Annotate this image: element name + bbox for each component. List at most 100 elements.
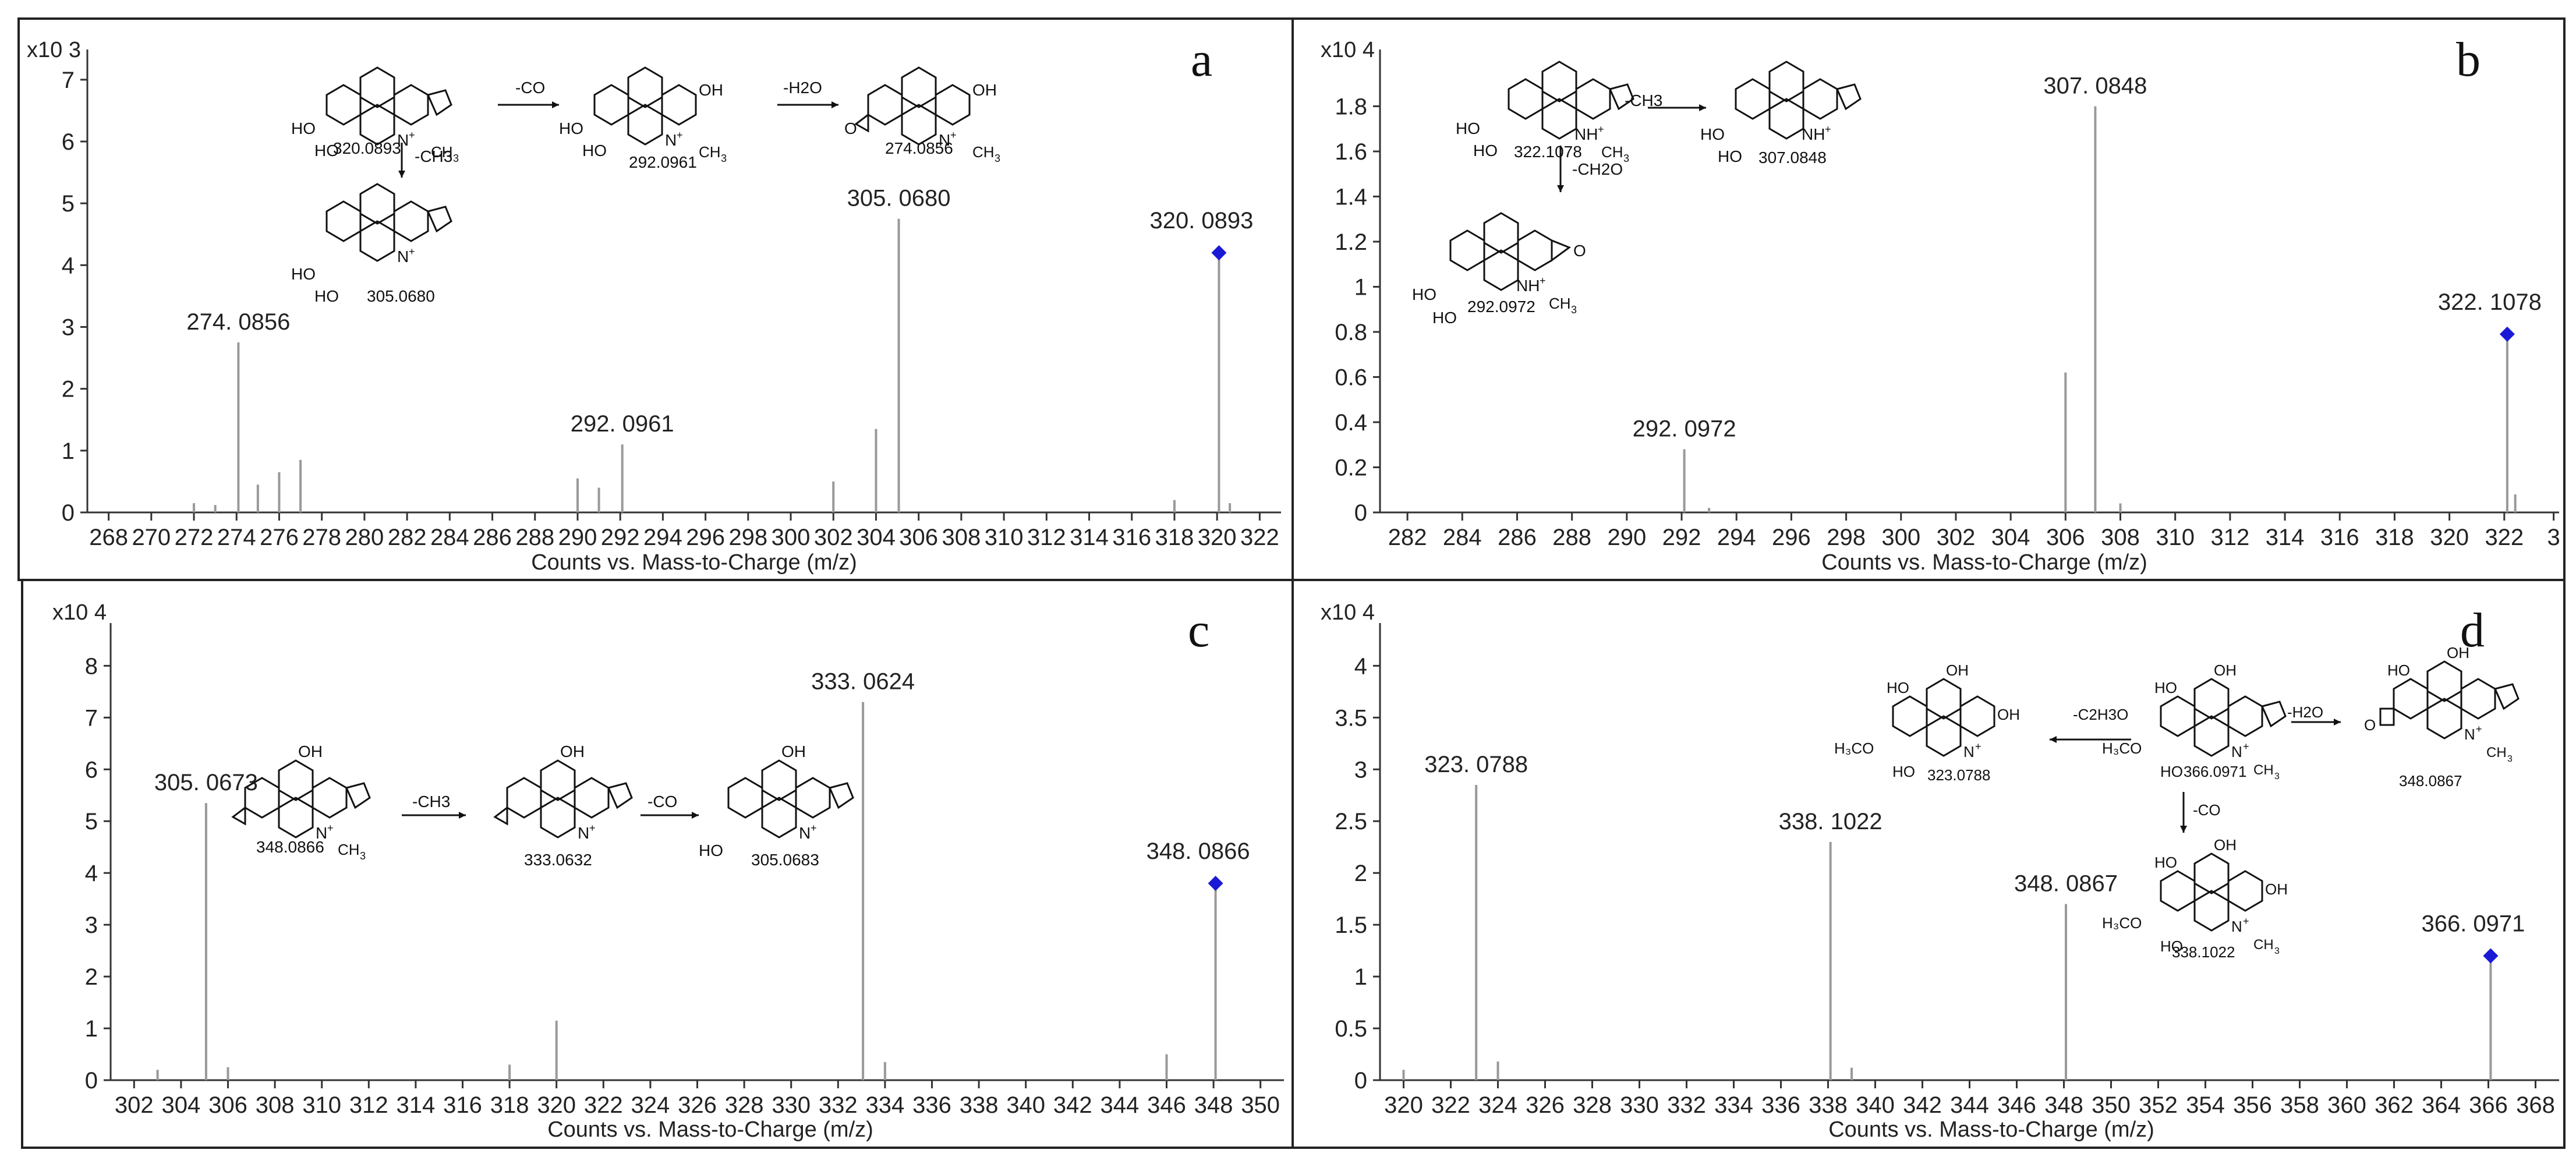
structure-d-323: HO OH OH H₃CO HO N + 323.0788	[1834, 661, 2020, 784]
structure-a-parent: HO HO N + CH 3 320.0893	[291, 66, 459, 164]
structure-a-292: HO HO N + CH 3 OH 292.0961	[559, 66, 727, 171]
x-tick-label-c: 324	[631, 1092, 670, 1118]
x-tick-label-d: 344	[1950, 1092, 1989, 1118]
panel-c-scheme: OH N + CH 3 348.0866 -CH3 OH N + 333.0632 -…	[231, 742, 854, 869]
panel-c-spectrum: 0 1 2 3 4 5 6 7 8 302 304 306 308 310 312 314 316 318 320 3…	[85, 623, 1284, 1118]
y-tick-label-a: 6	[62, 129, 75, 155]
x-tick-label-b: 322	[2485, 525, 2524, 550]
svg-text:+: +	[2243, 915, 2249, 927]
svg-text:+: +	[409, 129, 415, 141]
x-tick-label-d: 330	[1620, 1092, 1659, 1118]
svg-text:N: N	[316, 824, 327, 842]
structure-b-307-label: 307.0848	[1758, 148, 1827, 167]
x-tick-label-c: 328	[725, 1092, 764, 1118]
x-tick-label-c: 342	[1053, 1092, 1092, 1118]
svg-text:HO: HO	[291, 119, 316, 137]
x-tick-label-a: 298	[728, 525, 767, 550]
panel-b-xlabel: Counts vs. Mass-to-Charge (m/z)	[1821, 550, 2147, 575]
x-tick-label-a: 280	[345, 525, 384, 550]
svg-text:HO: HO	[2154, 679, 2177, 696]
y-tick-label-b: 1.6	[1335, 139, 1367, 165]
panel-a-y-multiplier: x10 3	[27, 38, 81, 62]
x-tick-label-a: 278	[302, 525, 341, 550]
panel-c-xlabel: Counts vs. Mass-to-Charge (m/z)	[547, 1117, 873, 1142]
panel-a-xlabel: Counts vs. Mass-to-Charge (m/z)	[531, 550, 857, 575]
svg-text:+: +	[409, 246, 415, 257]
svg-text:3: 3	[2507, 754, 2513, 764]
x-tick-label-d: 352	[2139, 1092, 2178, 1118]
svg-text:OH: OH	[2447, 644, 2469, 661]
x-tick-label-b: 302	[1937, 525, 1976, 550]
x-tick-label-a: 288	[515, 525, 554, 550]
precursor-marker-c	[1208, 875, 1223, 891]
x-tick-label-d: 334	[1714, 1092, 1753, 1118]
x-tick-label-c: 312	[349, 1092, 388, 1118]
precursor-marker-a	[1211, 245, 1227, 261]
y-tick-label-d: 3.5	[1335, 705, 1367, 731]
svg-text:H₃CO: H₃CO	[1834, 740, 1874, 757]
y-tick-label-c: 1	[85, 1016, 98, 1042]
precursor-label-a: 320. 0893	[1149, 208, 1253, 234]
y-tick-label-b: 0.4	[1335, 410, 1367, 436]
svg-text:+: +	[1975, 741, 1981, 752]
x-tick-label-b: 306	[2046, 525, 2085, 550]
svg-text:OH: OH	[298, 742, 323, 760]
y-tick-label-b: 1.8	[1335, 94, 1367, 120]
x-tick-label-d: 364	[2422, 1092, 2461, 1118]
panel-label-c: c	[1188, 603, 1209, 657]
precursor-marker-d	[2483, 948, 2499, 964]
svg-text:+: +	[1598, 123, 1604, 135]
panel-label-d: d	[2460, 603, 2485, 657]
x-tick-label-c: 314	[397, 1092, 436, 1118]
x-tick-label-d: 324	[1478, 1092, 1517, 1118]
x-tick-label-a: 292	[601, 525, 640, 550]
y-tick-label-c: 8	[85, 653, 98, 679]
y-tick-label-c: 0	[85, 1068, 98, 1094]
structure-a-parent-label: 320.0893	[333, 139, 401, 157]
panel-a-spectrum: 0 1 2 3 4 5 6 7 268 270 272 274 276 278 280 282 284 286 28…	[62, 49, 1281, 550]
x-tick-label-c: 322	[584, 1092, 623, 1118]
panel-d-xlabel: Counts vs. Mass-to-Charge (m/z)	[1828, 1117, 2154, 1142]
peak-label-a-11: 305. 0680	[847, 186, 951, 211]
y-tick-label-d: 0.5	[1335, 1016, 1367, 1042]
x-tick-label-c: 348	[1194, 1092, 1233, 1118]
x-tick-label-b: 286	[1498, 525, 1537, 550]
svg-text:OH: OH	[560, 742, 585, 760]
structure-c-parent-label: 348.0866	[256, 838, 324, 856]
svg-text:O: O	[2364, 716, 2376, 734]
svg-text:3: 3	[453, 153, 459, 164]
structure-a-274-label: 274.0856	[885, 139, 953, 157]
panel-d-frame	[1291, 579, 2566, 1149]
x-tick-label-d: 348	[2044, 1092, 2083, 1118]
x-tick-label-b: 294	[1717, 525, 1756, 550]
x-tick-label-d: 326	[1526, 1092, 1565, 1118]
svg-text:N: N	[2231, 918, 2242, 935]
x-tick-label-d: 332	[1667, 1092, 1706, 1118]
svg-text:O: O	[844, 119, 857, 137]
x-tick-label-d: 356	[2233, 1092, 2272, 1118]
svg-text:HO: HO	[1432, 309, 1457, 327]
structure-a-292-label: 292.0961	[629, 153, 697, 171]
x-tick-label-a: 302	[814, 525, 853, 550]
y-tick-label-d: 1	[1354, 964, 1367, 990]
y-tick-label-d: 0	[1354, 1068, 1367, 1094]
x-tick-label-c: 350	[1241, 1092, 1280, 1118]
svg-text:OH: OH	[1946, 661, 1969, 679]
peak-label-b-0: 292. 0972	[1633, 416, 1736, 442]
x-tick-label-c: 330	[772, 1092, 811, 1118]
svg-text:HO: HO	[2160, 763, 2183, 780]
x-tick-label-b: 312	[2211, 525, 2250, 550]
x-tick-label-d: 360	[2327, 1092, 2366, 1118]
structure-c-333-label: 333.0632	[524, 851, 592, 869]
arrow-b-ch2o: -CH2O	[1572, 160, 1623, 178]
svg-text:N: N	[578, 824, 589, 842]
peak-label-b-3: 307. 0848	[2043, 73, 2147, 99]
panel-c-y-multiplier: x10 4	[52, 600, 107, 625]
x-tick-label-d: 320	[1384, 1092, 1423, 1118]
svg-text:NH: NH	[1516, 277, 1540, 295]
x-tick-label-d: 368	[2516, 1092, 2555, 1118]
y-tick-label-b: 1.2	[1335, 229, 1367, 255]
